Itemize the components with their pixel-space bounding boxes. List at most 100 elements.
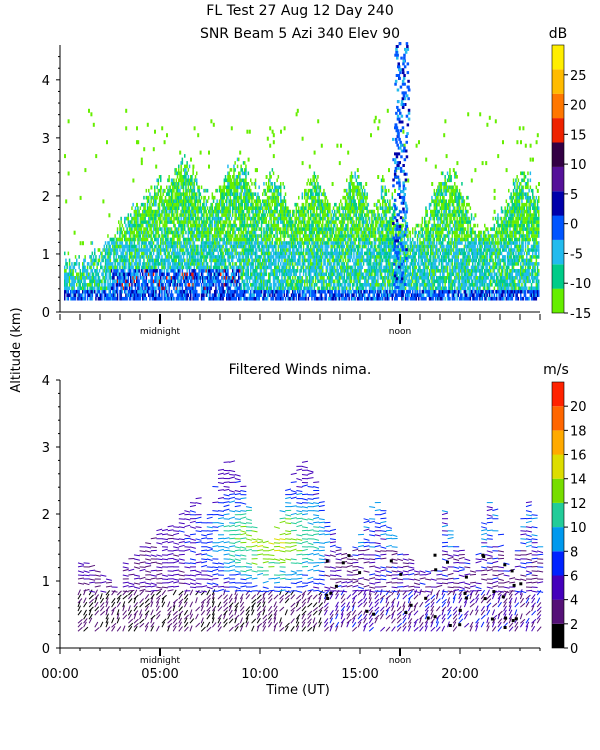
winds-panel-title: Filtered Winds nima. [229,362,372,378]
snr-cell [107,296,109,301]
snr-cell [192,234,194,238]
snr-cell [86,265,89,270]
snr-cell [150,195,152,200]
snr-cell [222,199,224,203]
snr-cell [221,286,223,291]
snr-cell [230,276,233,280]
snr-cell [263,216,265,221]
snr-cell [200,241,203,245]
snr-cell [131,220,133,224]
snr-cell [230,241,233,245]
snr-cell [83,289,85,294]
snr-cell [176,283,179,287]
snr-cell [230,279,233,284]
snr-cell [194,269,197,273]
snr-cell [127,244,130,249]
snr-cell [203,227,205,231]
snr-cell [198,237,200,242]
snr-cell [312,223,314,228]
snr-cell [235,244,238,249]
snr-cell [155,244,157,249]
snr-cell [86,269,89,273]
snr-cell [274,195,276,200]
snr-cell [139,216,142,221]
snr-cell [168,283,170,287]
snr-cell [278,192,281,196]
snr-cell [292,234,294,238]
snr-cell [276,296,278,301]
snr-cell [265,206,268,210]
snr-cell [287,293,289,297]
snr-cell [228,286,230,291]
snr-cell [110,265,113,270]
snr-cell [124,289,126,294]
snr-cell [252,279,254,284]
snr-cell [203,289,205,294]
snr-cell [205,234,208,238]
snr-cell [301,296,304,301]
snr-cell [166,258,168,263]
snr-cell [283,216,286,221]
snr-cell [181,227,184,231]
snr-cell [242,227,245,231]
snr-cell [106,265,108,270]
snr-cell [258,220,260,224]
snr-cell [229,178,232,183]
snr-cell [235,206,238,210]
snr-cell [258,227,260,231]
snr-cell [178,296,180,301]
snr-cell [174,276,176,280]
snr-cell [284,279,287,284]
snr-cell [300,276,302,280]
snr-cell [130,286,132,291]
snr-cell [238,296,240,301]
snr-cell [313,185,316,190]
snr-cell [281,248,283,252]
snr-cell [92,272,95,277]
snr-cell [190,178,192,183]
snr-cell [174,230,176,235]
snr-cell [316,192,318,196]
snr-cell [138,234,140,238]
snr-cell [282,279,284,284]
snr-cell [150,279,152,284]
snr-cell [308,265,311,270]
snr-cell [204,286,206,291]
snr-cell [300,209,302,214]
snr-cell [216,220,218,224]
snr-cell [307,202,310,207]
snr-cell [185,178,187,183]
snr-cell [222,296,224,301]
snr-cell [121,244,124,249]
snr-cell [218,283,221,287]
snr-cell [88,108,90,113]
snr-cell [221,283,223,287]
snr-cell [95,279,97,284]
snr-cell [314,251,317,256]
snr-cell [164,293,167,297]
snr-cell [224,185,227,190]
snr-cell [283,265,286,270]
snr-cell [166,289,168,294]
snr-cell [226,188,228,193]
snr-cell [310,195,312,200]
snr-cell [95,255,97,259]
snr-cell [190,230,192,235]
snr-cell [268,227,270,231]
snr-cell [144,216,146,221]
snr-cell [149,296,151,301]
snr-cell [292,213,294,217]
snr-cell [73,283,76,287]
snr-cell [235,223,238,228]
snr-cell [136,216,138,221]
snr-cell [115,272,118,277]
snr-cell [143,147,146,152]
snr-cell [103,244,106,249]
snr-cell [203,276,205,280]
snr-cell [175,296,178,301]
snr-cell [139,289,142,294]
snr-cell [246,216,248,221]
snr-cell [163,265,166,270]
snr-cell [230,283,233,287]
snr-cell [269,195,271,200]
